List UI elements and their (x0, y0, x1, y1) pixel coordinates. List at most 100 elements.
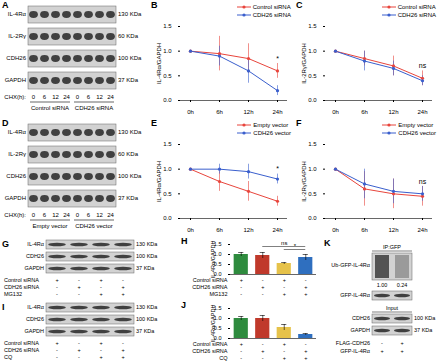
svg-text:1.00: 1.00 (377, 282, 388, 288)
svg-text:+: + (121, 284, 124, 290)
svg-text:0: 0 (32, 94, 36, 100)
svg-text:-: - (56, 291, 58, 297)
svg-text:GAPDH: GAPDH (5, 195, 26, 201)
svg-text:+: + (99, 340, 102, 346)
svg-text:24h: 24h (417, 109, 427, 115)
svg-text:6h: 6h (216, 109, 223, 115)
svg-text:0.0: 0.0 (163, 215, 172, 221)
svg-text:-: - (262, 341, 264, 347)
svg-text:0h: 0h (332, 227, 339, 233)
svg-text:12: 12 (96, 94, 103, 100)
svg-text:12: 12 (96, 212, 103, 218)
svg-text:24h: 24h (417, 227, 427, 233)
svg-text:6: 6 (43, 212, 47, 218)
svg-text:-: - (262, 291, 264, 297)
svg-text:37 KDa: 37 KDa (118, 195, 139, 201)
svg-text:CHX(h):: CHX(h): (4, 212, 26, 218)
svg-text:+: + (77, 347, 80, 353)
svg-text:IL-4Rα: IL-4Rα (8, 129, 27, 135)
svg-text:GAPDH: GAPDH (5, 77, 26, 83)
svg-text:100 KDa: 100 KDa (136, 253, 158, 259)
svg-text:Control siRNA: Control siRNA (193, 341, 228, 347)
svg-text:0: 0 (76, 94, 80, 100)
svg-text:*: * (294, 243, 297, 249)
svg-text:+: + (304, 348, 307, 354)
svg-text:100 KDa: 100 KDa (414, 315, 436, 321)
svg-text:-: - (283, 348, 285, 354)
svg-text:IL-4Rα/GAPDH: IL-4Rα/GAPDH (210, 305, 216, 343)
svg-text:-: - (305, 341, 307, 347)
svg-text:1.5: 1.5 (163, 141, 172, 147)
svg-text:-: - (100, 347, 102, 353)
svg-text:GAPDH: GAPDH (24, 265, 44, 271)
svg-text:FLAG-CDH26: FLAG-CDH26 (336, 340, 370, 346)
svg-text:-: - (78, 277, 80, 283)
svg-text:Control siRNA: Control siRNA (31, 105, 69, 111)
svg-text:Empty vector: Empty vector (32, 223, 67, 229)
svg-text:24h: 24h (272, 109, 282, 115)
svg-text:+: + (283, 355, 286, 361)
svg-text:60 KDa: 60 KDa (118, 151, 139, 157)
svg-text:+: + (304, 284, 307, 290)
svg-text:CDH26 siRNA: CDH26 siRNA (192, 284, 227, 290)
svg-text:0: 0 (76, 212, 80, 218)
svg-text:+: + (121, 291, 124, 297)
svg-text:1.5: 1.5 (308, 23, 317, 29)
svg-text:CDH26 siRNA: CDH26 siRNA (4, 284, 39, 290)
svg-text:-: - (56, 347, 58, 353)
svg-text:IL-4Rα: IL-4Rα (27, 304, 44, 310)
svg-text:-: - (56, 284, 58, 290)
svg-text:IL-4Rα/GAPDH: IL-4Rα/GAPDH (210, 241, 216, 279)
svg-text:24: 24 (63, 94, 70, 100)
svg-text:CDH26: CDH26 (26, 253, 44, 259)
svg-text:37 KDa: 37 KDa (118, 77, 139, 83)
svg-text:100 KDa: 100 KDa (118, 173, 142, 179)
svg-text:IL-2Rγ: IL-2Rγ (8, 33, 26, 39)
svg-text:IL-4Rα/GAPDH: IL-4Rα/GAPDH (156, 161, 162, 202)
svg-text:IL-4Rα: IL-4Rα (8, 11, 27, 17)
svg-text:+: + (400, 340, 403, 346)
svg-text:100 KDa: 100 KDa (136, 316, 158, 322)
svg-text:+: + (55, 340, 58, 346)
svg-text:6h: 6h (361, 227, 368, 233)
svg-text:1.0: 1.0 (163, 166, 172, 172)
svg-text:0h: 0h (187, 227, 194, 233)
svg-text:12h: 12h (388, 227, 398, 233)
svg-text:ns: ns (281, 240, 287, 246)
svg-text:+: + (99, 277, 102, 283)
svg-text:-: - (283, 284, 285, 290)
svg-text:0.0: 0.0 (308, 97, 317, 103)
svg-text:6h: 6h (216, 227, 223, 233)
svg-text:IL-4Rα: IL-4Rα (27, 241, 44, 247)
svg-text:37 KDa: 37 KDa (136, 328, 155, 334)
svg-text:-: - (240, 348, 242, 354)
svg-text:+: + (304, 291, 307, 297)
svg-text:IP:GFP: IP:GFP (383, 244, 401, 250)
svg-text:-: - (240, 284, 242, 290)
svg-text:-: - (262, 277, 264, 283)
svg-text:G: G (2, 239, 9, 249)
svg-text:CDH26: CDH26 (6, 55, 26, 61)
svg-text:24h: 24h (272, 227, 282, 233)
svg-text:-: - (122, 277, 124, 283)
svg-text:100 KDa: 100 KDa (118, 55, 142, 61)
svg-text:0.5: 0.5 (308, 73, 317, 79)
svg-text:24: 24 (63, 212, 70, 218)
svg-text:Control siRNA: Control siRNA (4, 340, 39, 346)
svg-text:+: + (240, 277, 243, 283)
svg-text:K: K (324, 238, 331, 248)
svg-text:37 KDa: 37 KDa (414, 327, 433, 333)
svg-text:-: - (381, 340, 383, 346)
svg-text:-: - (240, 291, 242, 297)
svg-text:Ub-GFP-IL-4Rα: Ub-GFP-IL-4Rα (331, 262, 370, 268)
svg-text:6: 6 (87, 94, 91, 100)
svg-text:0.24: 0.24 (397, 282, 408, 288)
svg-text:*: * (276, 55, 279, 62)
svg-text:+: + (121, 354, 124, 360)
svg-text:-: - (305, 277, 307, 283)
svg-text:+: + (99, 354, 102, 360)
svg-text:-: - (122, 340, 124, 346)
svg-text:12h: 12h (243, 109, 253, 115)
svg-text:CDH26: CDH26 (352, 315, 370, 321)
svg-text:130 KDa: 130 KDa (136, 304, 158, 310)
